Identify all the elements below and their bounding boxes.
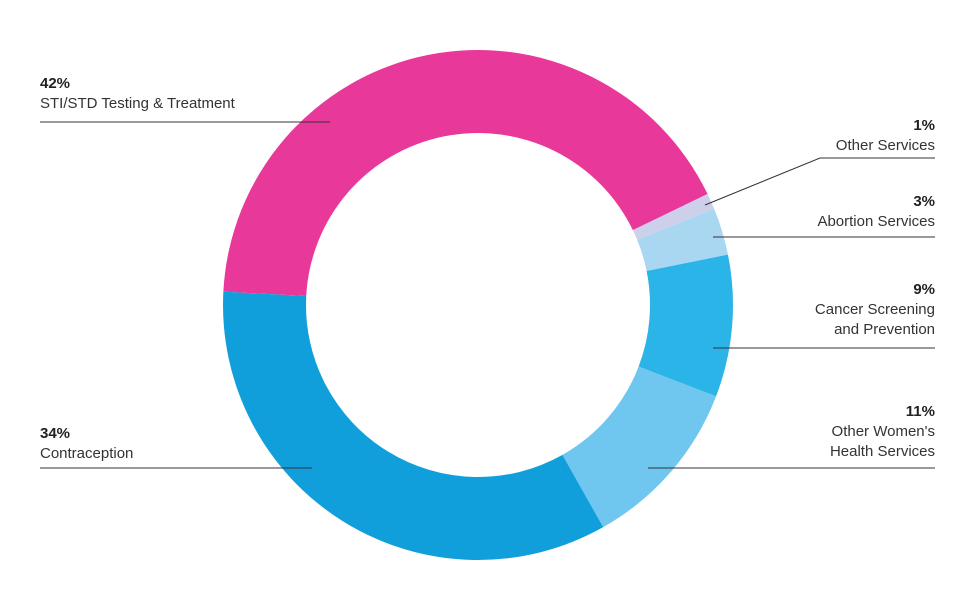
category-label: Contraception [40,445,134,462]
percent-label: 1% [913,117,935,134]
percent-label: 34% [40,425,71,442]
percent-label: 11% [905,403,935,420]
category-label: STI/STD Testing & Treatment [40,95,235,112]
donut-segment [637,208,728,272]
segment-label: 11% Other Women's Health Services [807,402,935,462]
category-label: Abortion Services [817,213,935,230]
segment-label: 42% STI/STD Testing & Treatment [40,74,235,114]
percent-label: 42% [40,75,71,92]
percent-label: 9% [913,281,935,298]
donut-segment [223,49,708,296]
category-label: Other Services [835,137,935,154]
donut-segment [638,254,733,397]
donut-segment [223,291,604,561]
category-label: Other Women's Health Services [829,423,935,460]
percent-label: 3% [913,193,935,210]
segment-label: 3% Abortion Services [817,192,935,232]
category-label: Cancer Screening and Prevention [814,301,935,338]
donut-segment [632,194,715,241]
segment-label: 1% Other Services [836,116,935,156]
segment-label: 9% Cancer Screening and Prevention [807,280,935,340]
segment-label: 34% Contraception [40,424,133,464]
leader-line [704,157,935,206]
donut-segment [562,366,717,528]
